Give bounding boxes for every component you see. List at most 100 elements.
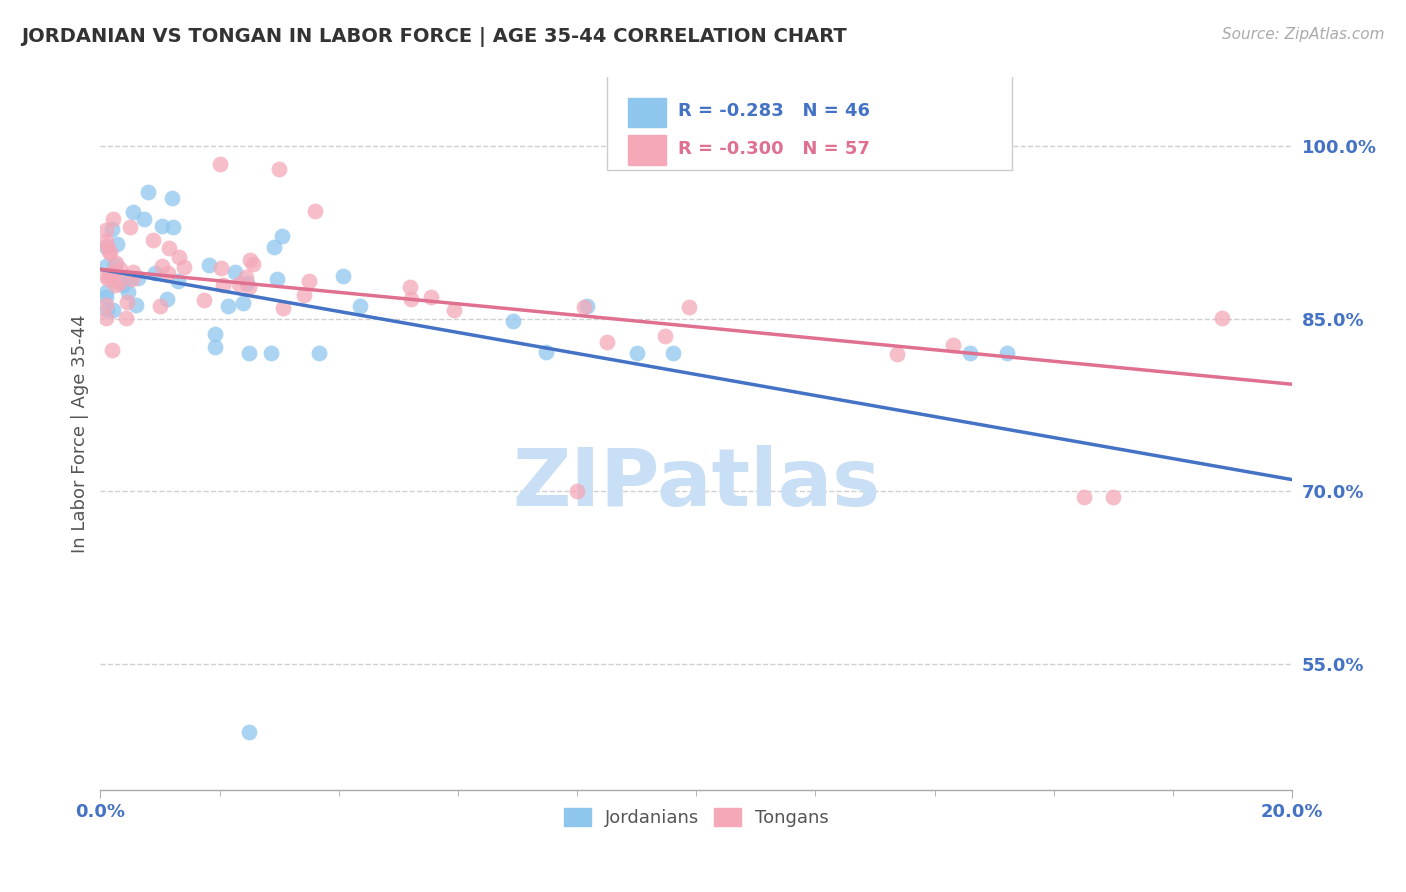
Point [96, 223, 118, 237]
Point [98, 267, 121, 281]
Point [298, 274, 321, 288]
Point [595, 335, 617, 350]
Point [108, 276, 131, 290]
Point [96, 290, 118, 304]
Point [125, 298, 148, 312]
Point [236, 276, 259, 290]
Point [502, 313, 524, 327]
Point [654, 328, 676, 343]
Point [122, 204, 145, 219]
Point [678, 301, 700, 315]
Point [238, 346, 260, 360]
Text: R = -0.300   N = 57: R = -0.300 N = 57 [679, 140, 870, 158]
Point [96, 259, 118, 273]
Point [260, 346, 283, 360]
Point [120, 219, 142, 234]
Point [104, 256, 127, 270]
Point [118, 270, 141, 285]
Point [117, 285, 139, 299]
Point [96, 285, 118, 300]
Point [167, 274, 190, 288]
Point [942, 338, 965, 352]
FancyBboxPatch shape [628, 97, 666, 128]
Point [97, 272, 120, 286]
Point [173, 260, 195, 274]
Point [217, 299, 239, 313]
Point [443, 303, 465, 318]
Point [150, 259, 173, 273]
Point [238, 725, 260, 739]
Point [565, 484, 588, 499]
Legend: Jordanians, Tongans: Jordanians, Tongans [557, 800, 837, 834]
Point [959, 346, 981, 360]
Point [143, 266, 166, 280]
Point [101, 222, 124, 236]
Point [98, 246, 121, 260]
Point [101, 303, 124, 318]
Point [224, 265, 246, 279]
Point [209, 261, 232, 276]
Text: R = -0.283   N = 46: R = -0.283 N = 46 [679, 102, 870, 120]
Point [304, 203, 326, 218]
Point [626, 346, 648, 360]
Point [96, 239, 118, 253]
Point [242, 257, 264, 271]
Point [96, 269, 118, 284]
Point [208, 156, 231, 170]
Point [156, 267, 179, 281]
Point [115, 311, 138, 326]
Point [232, 296, 254, 310]
Point [308, 346, 330, 360]
Point [105, 237, 128, 252]
Point [349, 299, 371, 313]
Point [886, 347, 908, 361]
Point [132, 212, 155, 227]
Point [239, 253, 262, 268]
Point [204, 340, 226, 354]
Point [155, 292, 177, 306]
Point [534, 345, 557, 359]
Point [142, 234, 165, 248]
Point [97, 244, 120, 259]
Point [204, 327, 226, 342]
Point [127, 270, 149, 285]
Point [104, 277, 127, 292]
Text: ZIPatlas: ZIPatlas [512, 444, 880, 523]
Point [136, 186, 159, 200]
Point [1211, 310, 1233, 325]
Text: Source: ZipAtlas.com: Source: ZipAtlas.com [1222, 27, 1385, 42]
Point [263, 240, 285, 254]
Point [399, 292, 422, 306]
Point [197, 258, 219, 272]
Point [157, 241, 180, 255]
Point [149, 299, 172, 313]
Point [103, 265, 125, 279]
Point [115, 294, 138, 309]
Point [1102, 490, 1125, 504]
Point [167, 250, 190, 264]
Point [121, 264, 143, 278]
Y-axis label: In Labor Force | Age 35-44: In Labor Force | Age 35-44 [72, 314, 89, 553]
FancyBboxPatch shape [607, 74, 1012, 170]
Point [1073, 490, 1095, 504]
Point [212, 278, 235, 293]
Point [995, 346, 1018, 360]
Point [121, 272, 143, 286]
Point [160, 191, 183, 205]
Point [104, 258, 127, 272]
Point [96, 234, 118, 248]
Point [235, 269, 257, 284]
Point [238, 280, 260, 294]
Point [420, 290, 443, 304]
Point [96, 298, 118, 312]
Point [96, 240, 118, 254]
Point [101, 212, 124, 227]
Point [576, 299, 599, 313]
Point [574, 301, 596, 315]
Text: JORDANIAN VS TONGAN IN LABOR FORCE | AGE 35-44 CORRELATION CHART: JORDANIAN VS TONGAN IN LABOR FORCE | AGE… [21, 27, 846, 46]
Point [150, 219, 173, 233]
Point [108, 261, 131, 276]
Point [193, 293, 215, 307]
Point [96, 311, 118, 326]
Point [162, 219, 184, 234]
